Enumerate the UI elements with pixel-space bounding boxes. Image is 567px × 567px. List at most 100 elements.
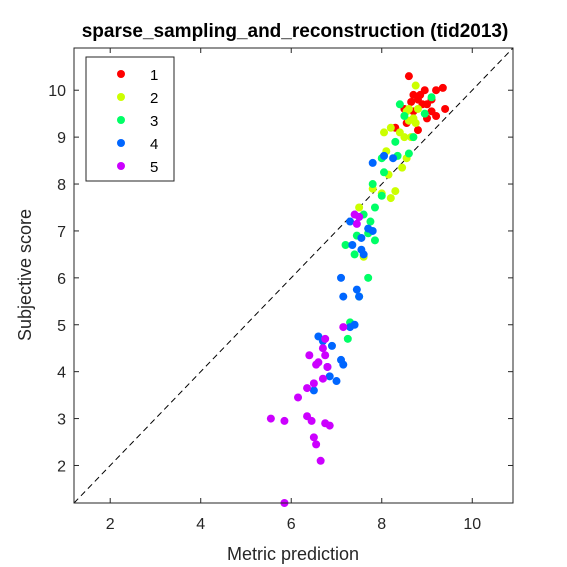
data-point-series-2 bbox=[411, 81, 420, 90]
data-point-series-1 bbox=[407, 97, 416, 106]
data-point-series-5 bbox=[339, 323, 348, 332]
data-point-series-3 bbox=[368, 180, 377, 189]
data-point-series-5 bbox=[316, 456, 325, 465]
data-point-series-4 bbox=[332, 377, 341, 386]
y-tick-label: 9 bbox=[57, 130, 66, 147]
y-tick-label: 10 bbox=[48, 83, 66, 100]
data-point-series-4 bbox=[346, 323, 355, 332]
data-point-series-3 bbox=[395, 100, 404, 109]
data-point-series-5 bbox=[305, 351, 314, 360]
data-point-series-4 bbox=[359, 250, 368, 259]
data-point-series-4 bbox=[309, 386, 318, 395]
data-point-series-3 bbox=[370, 236, 379, 245]
data-point-series-3 bbox=[370, 203, 379, 212]
data-point-series-3 bbox=[343, 334, 352, 343]
data-point-series-4 bbox=[368, 226, 377, 235]
data-point-series-5 bbox=[312, 440, 321, 449]
data-point-series-4 bbox=[314, 332, 323, 341]
data-point-series-4 bbox=[352, 285, 361, 294]
data-point-series-3 bbox=[350, 250, 359, 259]
x-tick-label: 8 bbox=[377, 516, 386, 533]
data-point-series-4 bbox=[337, 273, 346, 282]
y-tick-label: 7 bbox=[57, 224, 66, 241]
data-point-series-2 bbox=[386, 194, 395, 203]
data-point-series-3 bbox=[380, 168, 389, 177]
data-point-series-1 bbox=[432, 86, 441, 95]
legend-marker-4 bbox=[117, 139, 125, 147]
legend-label-3: 3 bbox=[150, 113, 158, 130]
data-point-series-5 bbox=[321, 351, 330, 360]
y-tick-label: 8 bbox=[57, 177, 66, 194]
legend-label-2: 2 bbox=[150, 90, 158, 107]
data-point-series-3 bbox=[400, 112, 409, 121]
data-point-series-4 bbox=[325, 372, 334, 381]
data-point-series-4 bbox=[346, 217, 355, 226]
data-point-series-3 bbox=[420, 109, 429, 118]
data-point-series-4 bbox=[339, 360, 348, 369]
data-point-series-1 bbox=[416, 90, 425, 99]
data-point-series-2 bbox=[413, 104, 422, 113]
data-point-series-5 bbox=[307, 416, 316, 425]
data-point-series-2 bbox=[411, 119, 420, 128]
data-point-series-5 bbox=[266, 414, 275, 423]
data-point-series-1 bbox=[413, 126, 422, 135]
data-point-series-5 bbox=[309, 433, 318, 442]
x-tick-label: 2 bbox=[106, 516, 115, 533]
data-point-series-5 bbox=[318, 374, 327, 383]
axis-ticks-layer: 2 4 6 8 10 2 3 4 5 6 7 8 9 10 bbox=[48, 48, 513, 533]
data-point-series-5 bbox=[318, 344, 327, 353]
data-point-series-5 bbox=[352, 219, 361, 228]
data-point-series-2 bbox=[355, 203, 364, 212]
x-tick-label: 4 bbox=[196, 516, 205, 533]
legend: 1 2 3 4 5 bbox=[85, 56, 175, 182]
x-tick-label: 6 bbox=[287, 516, 296, 533]
data-point-series-4 bbox=[348, 241, 357, 250]
data-point-series-2 bbox=[380, 128, 389, 137]
legend-box bbox=[85, 56, 175, 182]
data-point-series-4 bbox=[339, 292, 348, 301]
data-point-series-4 bbox=[327, 341, 336, 350]
y-tick-label: 6 bbox=[57, 271, 66, 288]
data-point-series-3 bbox=[364, 273, 373, 282]
y-tick-label: 2 bbox=[57, 458, 66, 475]
y-tick-label: 5 bbox=[57, 318, 66, 335]
legend-marker-2 bbox=[117, 93, 125, 101]
data-point-series-2 bbox=[391, 187, 400, 196]
reference-line-layer bbox=[73, 47, 514, 504]
x-axis-label: Metric prediction bbox=[227, 544, 359, 564]
legend-label-1: 1 bbox=[150, 67, 158, 84]
data-point-series-3 bbox=[377, 191, 386, 200]
data-point-series-3 bbox=[341, 241, 350, 250]
data-point-series-4 bbox=[389, 154, 398, 163]
data-point-series-5 bbox=[355, 212, 364, 221]
data-point-series-1 bbox=[427, 107, 436, 116]
data-points-layer bbox=[266, 72, 450, 507]
legend-label-4: 4 bbox=[150, 136, 158, 153]
data-point-series-3 bbox=[366, 217, 375, 226]
data-point-series-2 bbox=[400, 133, 409, 142]
data-point-series-5 bbox=[321, 334, 330, 343]
data-point-series-4 bbox=[368, 158, 377, 167]
y-tick-label: 4 bbox=[57, 365, 66, 382]
data-point-series-5 bbox=[309, 379, 318, 388]
legend-marker-5 bbox=[117, 162, 125, 170]
legend-label-5: 5 bbox=[150, 159, 158, 176]
y-tick-label: 3 bbox=[57, 412, 66, 429]
identity-reference-line bbox=[73, 47, 514, 504]
data-point-series-3 bbox=[404, 149, 413, 158]
data-point-series-3 bbox=[427, 93, 436, 102]
data-point-series-3 bbox=[409, 133, 418, 142]
data-point-series-2 bbox=[398, 163, 407, 172]
legend-marker-3 bbox=[117, 116, 125, 124]
data-point-series-5 bbox=[294, 393, 303, 402]
data-point-series-5 bbox=[303, 384, 312, 393]
data-point-series-4 bbox=[357, 233, 366, 242]
data-point-series-4 bbox=[380, 151, 389, 160]
plot-frame bbox=[73, 47, 514, 504]
data-point-series-4 bbox=[355, 292, 364, 301]
legend-marker-1 bbox=[117, 70, 125, 78]
y-axis-label: Subjective score bbox=[15, 209, 35, 341]
data-point-series-1 bbox=[441, 104, 450, 113]
data-point-series-5 bbox=[280, 416, 289, 425]
